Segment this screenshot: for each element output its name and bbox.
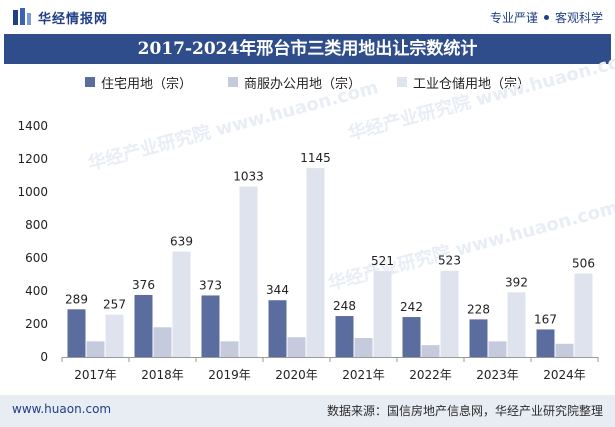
legend-swatch-industrial: [397, 77, 407, 87]
data-label: 506: [572, 257, 595, 271]
data-label: 289: [65, 292, 88, 306]
y-tick-label: 0: [40, 350, 48, 364]
data-label: 257: [103, 298, 126, 312]
bar-industrial: [373, 271, 392, 357]
legend-item-commercial[interactable]: 商服办公用地（宗）: [227, 72, 361, 92]
bar-residential: [134, 294, 153, 357]
y-tick-label: 1000: [17, 185, 48, 199]
legend-item-industrial[interactable]: 工业仓储用地（宗）: [397, 72, 530, 92]
data-label: 242: [400, 300, 423, 314]
data-label: 376: [132, 278, 155, 292]
data-label: 523: [438, 254, 461, 268]
x-tick-label: 2020年: [275, 368, 318, 382]
footer-source: 数据来源：国信房地产信息网，华经产业研究院整理: [326, 404, 603, 418]
data-label: 228: [467, 302, 490, 316]
slogan-right: 客观科学: [554, 11, 603, 25]
bar-commercial: [488, 341, 507, 357]
bar-commercial: [354, 338, 373, 357]
data-label: 167: [534, 312, 557, 326]
y-tick-label: 800: [25, 218, 48, 232]
logo-mark-icon: [13, 8, 31, 25]
data-label: 392: [505, 275, 528, 289]
data-label: 1145: [300, 151, 331, 165]
slogan-left: 专业严谨: [489, 11, 538, 25]
x-tick-label: 2024年: [543, 368, 586, 382]
data-label: 373: [199, 278, 222, 292]
bar-commercial: [86, 341, 105, 357]
chart-title: 2017-2024年邢台市三类用地出让宗数统计: [4, 34, 611, 64]
bar-industrial: [306, 168, 325, 357]
bar-commercial: [421, 345, 440, 357]
data-label: 521: [371, 254, 394, 268]
bar-industrial: [172, 251, 191, 357]
bar-industrial: [507, 292, 526, 357]
bar-residential: [201, 295, 220, 357]
y-tick-label: 600: [25, 251, 48, 265]
x-tick-label: 2017年: [74, 368, 117, 382]
y-tick-label: 1200: [17, 152, 48, 166]
bar-industrial: [239, 186, 258, 357]
footer: www.huaon.com 数据来源：国信房地产信息网，华经产业研究院整理: [0, 395, 615, 427]
bar-residential: [536, 329, 555, 357]
x-tick-label: 2018年: [141, 368, 184, 382]
legend-label-industrial: 工业仓储用地（宗）: [413, 76, 531, 92]
top-bar: 华经情报网 专业严谨 客观科学: [0, 0, 615, 34]
brand-name: 华经情报网: [38, 11, 109, 27]
bullet-dot-icon: [543, 15, 549, 20]
watermark: 华经产业研究院 www.huaon.com: [346, 46, 615, 145]
watermark: 华经产业研究院 www.huaon.com: [326, 196, 615, 295]
slogan: 专业严谨 客观科学: [490, 9, 603, 26]
x-tick-label: 2023年: [476, 368, 519, 382]
bar-residential: [402, 317, 421, 357]
y-tick-label: 1400: [17, 119, 48, 133]
bar-commercial: [555, 343, 574, 357]
legend-swatch-commercial: [227, 77, 238, 87]
chart-legend: 住宅用地（宗） 商服办公用地（宗） 工业仓储用地（宗）: [0, 72, 615, 92]
bar-commercial: [220, 341, 239, 357]
y-tick-label: 200: [25, 317, 48, 331]
legend-label-commercial: 商服办公用地（宗）: [243, 76, 361, 92]
data-label: 1033: [233, 170, 264, 184]
legend-swatch-residential: [84, 77, 95, 87]
y-tick-label: 400: [25, 284, 48, 298]
legend-item-residential[interactable]: 住宅用地（宗）: [84, 72, 192, 92]
bar-industrial: [574, 273, 593, 357]
bar-residential: [268, 300, 287, 357]
x-tick-label: 2022年: [409, 368, 452, 382]
x-tick-label: 2021年: [342, 368, 385, 382]
data-label: 344: [266, 283, 289, 297]
footer-site-link[interactable]: www.huaon.com: [12, 402, 112, 416]
bar-commercial: [153, 327, 172, 357]
bar-industrial: [105, 314, 124, 357]
bar-residential: [67, 309, 86, 357]
watermark: 华经产业研究院 www.huaon.com: [86, 76, 381, 175]
bar-industrial: [440, 270, 459, 357]
x-tick-label: 2019年: [208, 368, 251, 382]
data-label: 639: [170, 235, 193, 249]
bar-residential: [335, 316, 354, 357]
bar-residential: [469, 319, 488, 357]
data-label: 248: [333, 299, 356, 313]
bar-commercial: [287, 337, 306, 357]
legend-label-residential: 住宅用地（宗）: [100, 76, 192, 92]
brand-logo[interactable]: 华经情报网: [12, 7, 108, 27]
